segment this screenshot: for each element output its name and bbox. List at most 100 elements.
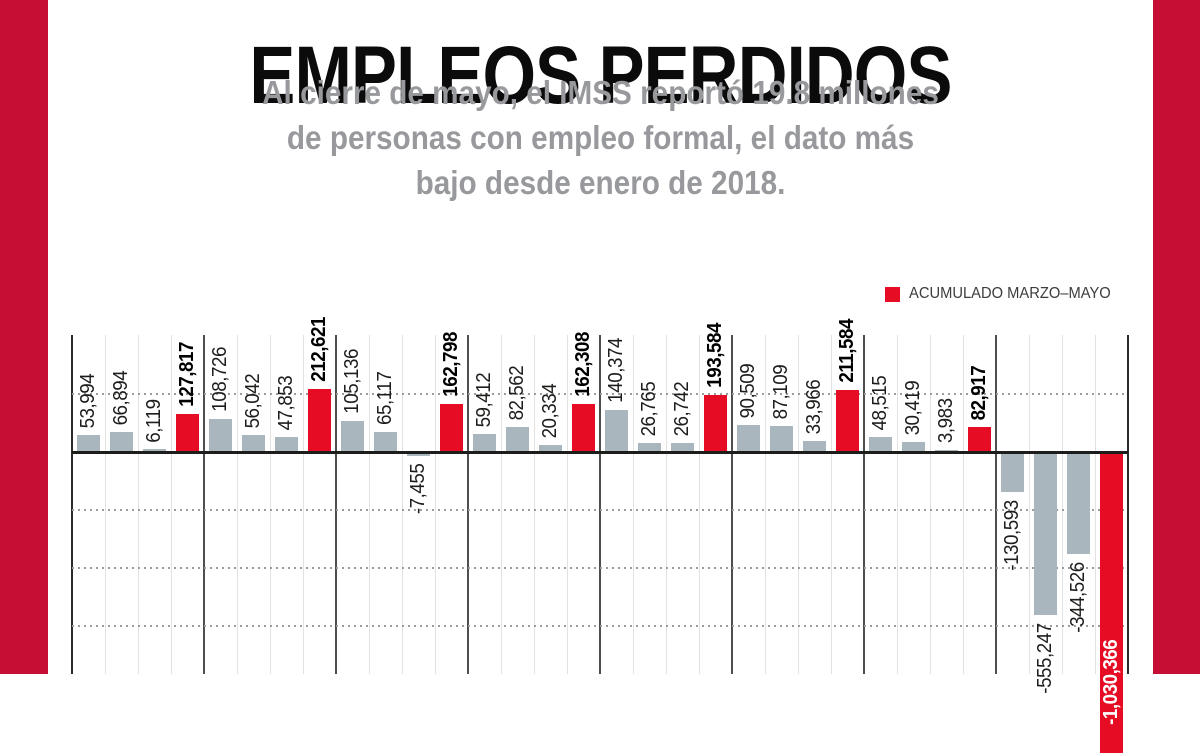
gridline-vertical	[1029, 335, 1030, 674]
bar-value-label: 140,374	[605, 338, 627, 404]
gridline-dotted	[72, 625, 1128, 627]
legend-red-swatch-icon	[884, 286, 900, 302]
bar-monthly	[275, 437, 298, 451]
bar-accumulated	[968, 426, 991, 451]
gridline-vertical	[1095, 335, 1096, 674]
group-divider-line	[995, 335, 997, 674]
bar-value-label: -1,030,366	[1100, 639, 1122, 725]
bar-monthly	[143, 449, 166, 451]
gridline-vertical	[402, 335, 403, 674]
bar-monthly	[506, 427, 529, 451]
bar-value-label: 87,109	[770, 364, 792, 420]
group-divider-line	[203, 335, 205, 674]
bar-monthly	[374, 432, 397, 451]
bar-chart: 53,994 66,894 6,119 127,817 108,726 56,042 47,…	[71, 317, 1129, 753]
bar-value-label: 65,117	[374, 371, 396, 426]
group-divider-line	[863, 335, 865, 674]
gridline-vertical	[105, 335, 106, 674]
bar-value-label: 127,817	[176, 341, 198, 407]
bar-monthly	[671, 443, 694, 451]
subtitle-line-2: de personas con empleo formal, el dato m…	[286, 119, 915, 156]
bar-value-label: 30,419	[902, 380, 924, 436]
gridline-vertical	[699, 335, 700, 674]
bar-monthly	[242, 434, 265, 451]
group-divider-line	[1127, 335, 1129, 674]
gridline-vertical	[435, 335, 436, 674]
legend-label: ACUMULADO MARZO–MAYO	[908, 285, 1111, 302]
bar-accumulated	[308, 389, 331, 451]
subtitle: Al cierre de mayo, el IMSS reportó 19.8 …	[103, 70, 1098, 205]
group-divider-line	[467, 335, 469, 674]
legend: ACUMULADO MARZO–MAYO	[884, 285, 1128, 303]
bar-accumulated	[440, 403, 463, 451]
gridline-vertical	[138, 335, 139, 674]
gridline-vertical	[369, 335, 370, 674]
bar-value-label: 162,798	[440, 331, 462, 397]
bar-monthly	[803, 441, 826, 451]
left-red-border	[0, 0, 48, 674]
bar-monthly	[1034, 454, 1057, 616]
bar-monthly	[539, 445, 562, 451]
bar-value-label: 47,853	[275, 375, 297, 431]
gridline-vertical	[237, 335, 238, 674]
bar-value-label: 48,515	[869, 375, 891, 431]
zero-axis-line	[72, 451, 1128, 454]
bar-monthly	[770, 425, 793, 451]
bar-monthly	[638, 443, 661, 451]
bar-value-label: 108,726	[209, 347, 231, 413]
bar-value-label: 211,584	[836, 318, 858, 383]
gridline-vertical	[897, 335, 898, 674]
gridline-vertical	[963, 335, 964, 674]
bar-monthly	[869, 436, 892, 451]
gridline-vertical	[765, 335, 766, 674]
bar-accumulated	[176, 413, 199, 451]
group-divider-line	[335, 335, 337, 674]
bar-value-label: 6,119	[143, 399, 165, 443]
bar-monthly	[341, 420, 364, 451]
bar-value-label: 33,966	[803, 379, 825, 435]
bar-monthly	[737, 424, 760, 451]
subtitle-line-1: Al cierre de mayo, el IMSS reportó 19.8 …	[262, 74, 939, 111]
subtitle-line-3: bajo desde enero de 2018.	[415, 164, 786, 201]
gridline-vertical	[303, 335, 304, 674]
bar-accumulated	[572, 403, 595, 451]
gridline-vertical	[567, 335, 568, 674]
bar-monthly	[473, 433, 496, 451]
bar-value-label: 66,894	[110, 370, 132, 426]
gridline-vertical	[534, 335, 535, 674]
group-divider-line	[71, 335, 73, 674]
bar-value-label: 3,983	[935, 398, 957, 443]
bar-monthly	[1001, 454, 1024, 492]
bar-value-label: 162,308	[572, 332, 594, 397]
bar-monthly	[935, 449, 958, 451]
gridline-vertical	[798, 335, 799, 674]
gridline-vertical	[831, 335, 832, 674]
gridline-dotted	[72, 567, 1128, 569]
gridline-vertical	[171, 335, 172, 674]
bar-value-label: 26,765	[638, 381, 660, 437]
bar-value-label: -130,593	[1001, 500, 1023, 571]
bar-accumulated	[704, 394, 727, 451]
gridline-vertical	[270, 335, 271, 674]
page-title: EMPLEOS PERDIDOS	[249, 29, 952, 121]
bar-monthly	[902, 442, 925, 451]
gridline-dotted	[72, 509, 1128, 511]
gridline-vertical	[666, 335, 667, 674]
bar-value-label: -555,247	[1034, 623, 1056, 694]
bar-value-label: 105,136	[341, 348, 363, 414]
gridline-vertical	[501, 335, 502, 674]
group-divider-line	[599, 335, 601, 674]
bar-monthly	[605, 410, 628, 451]
bar-value-label: 59,412	[473, 372, 495, 428]
right-red-border	[1153, 0, 1200, 674]
gridline-dotted	[72, 393, 1128, 395]
bar-value-label: 82,562	[506, 365, 528, 421]
bar-value-label: 56,042	[242, 373, 264, 429]
bar-monthly	[407, 454, 430, 457]
bar-monthly	[110, 431, 133, 451]
bar-value-label: -344,526	[1067, 562, 1089, 633]
bar-value-label: 193,584	[704, 322, 726, 388]
bar-monthly	[77, 435, 100, 451]
gridline-vertical	[1062, 335, 1063, 674]
gridline-vertical	[930, 335, 931, 674]
